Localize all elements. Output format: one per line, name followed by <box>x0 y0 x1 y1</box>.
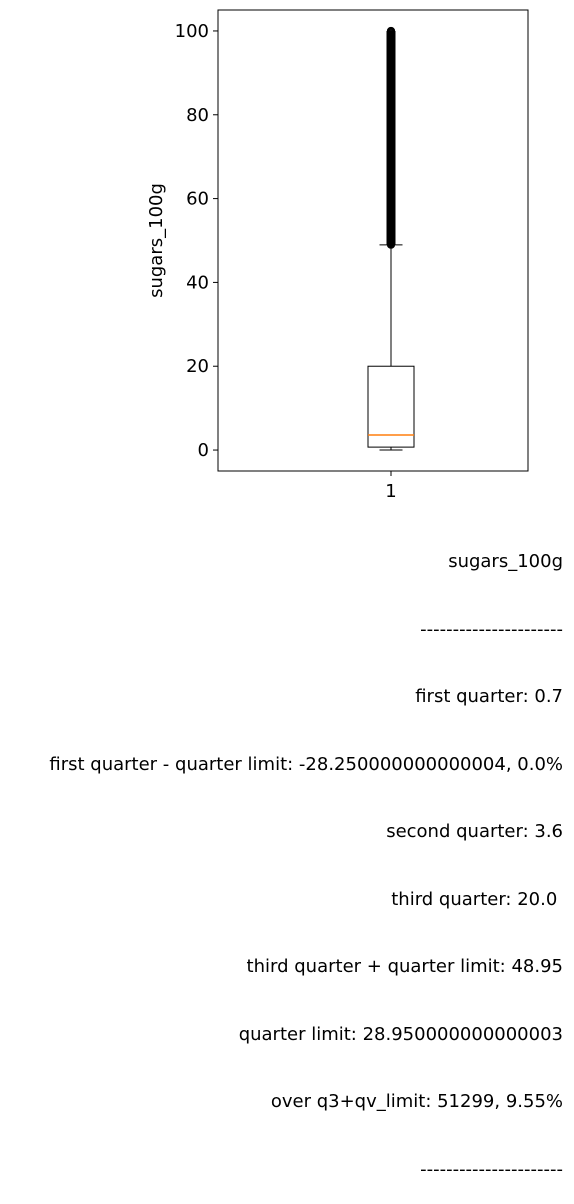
stats-block: sugars_100g ---------------------- first… <box>3 506 563 1204</box>
stats-quarter-limit: quarter limit: 28.950000000000003 <box>238 1023 563 1045</box>
outlier-band <box>386 30 396 245</box>
y-tick-label: 20 <box>186 356 209 377</box>
outlier-points <box>386 26 396 249</box>
y-tick-label: 60 <box>186 189 209 210</box>
boxplot-chart: 0 20 40 60 80 100 sugars_100g 1 <box>146 9 529 500</box>
stats-second-quarter: second quarter: 3.6 <box>386 821 563 842</box>
x-tick-label: 1 <box>385 481 396 500</box>
stats-first-quarter-limit: first quarter - quarter limit: -28.25000… <box>49 753 563 775</box>
y-tick-label: 0 <box>198 440 209 461</box>
stats-third-quarter-limit: third quarter + quarter limit: 48.95 <box>246 956 563 977</box>
stats-separator-bottom: ---------------------- <box>420 1158 563 1180</box>
stats-separator-top: ---------------------- <box>420 618 563 640</box>
iqr-box <box>367 365 415 448</box>
stats-title: sugars_100g <box>448 551 563 572</box>
y-tick-label: 100 <box>175 21 209 42</box>
stats-third-quarter: third quarter: 20.0 <box>391 888 563 910</box>
y-tick-label: 40 <box>186 272 209 293</box>
stats-over-limit: over q3+qv_limit: 51299, 9.55% <box>270 1091 563 1112</box>
stats-first-quarter: first quarter: 0.7 <box>415 686 563 707</box>
y-axis-label: sugars_100g <box>146 183 167 298</box>
plot-frame <box>217 9 529 472</box>
y-tick-label: 80 <box>186 105 209 126</box>
